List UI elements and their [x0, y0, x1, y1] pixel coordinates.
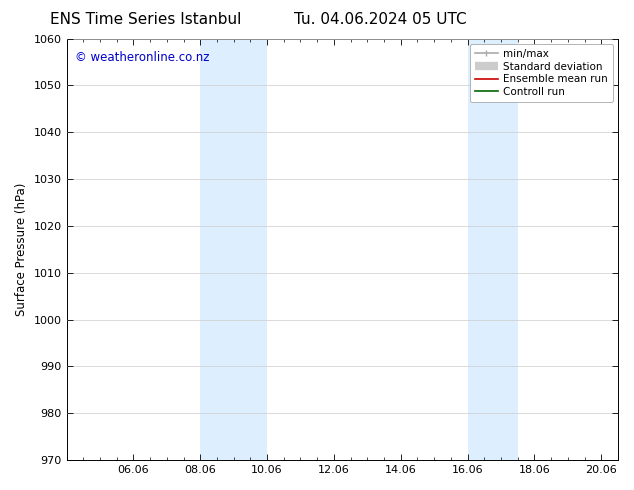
Bar — [200, 39, 267, 460]
Text: ENS Time Series Istanbul: ENS Time Series Istanbul — [49, 12, 241, 27]
Y-axis label: Surface Pressure (hPa): Surface Pressure (hPa) — [15, 183, 28, 316]
Text: © weatheronline.co.nz: © weatheronline.co.nz — [75, 51, 209, 64]
Text: Tu. 04.06.2024 05 UTC: Tu. 04.06.2024 05 UTC — [294, 12, 467, 27]
Legend: min/max, Standard deviation, Ensemble mean run, Controll run: min/max, Standard deviation, Ensemble me… — [470, 44, 613, 102]
Bar — [468, 39, 518, 460]
